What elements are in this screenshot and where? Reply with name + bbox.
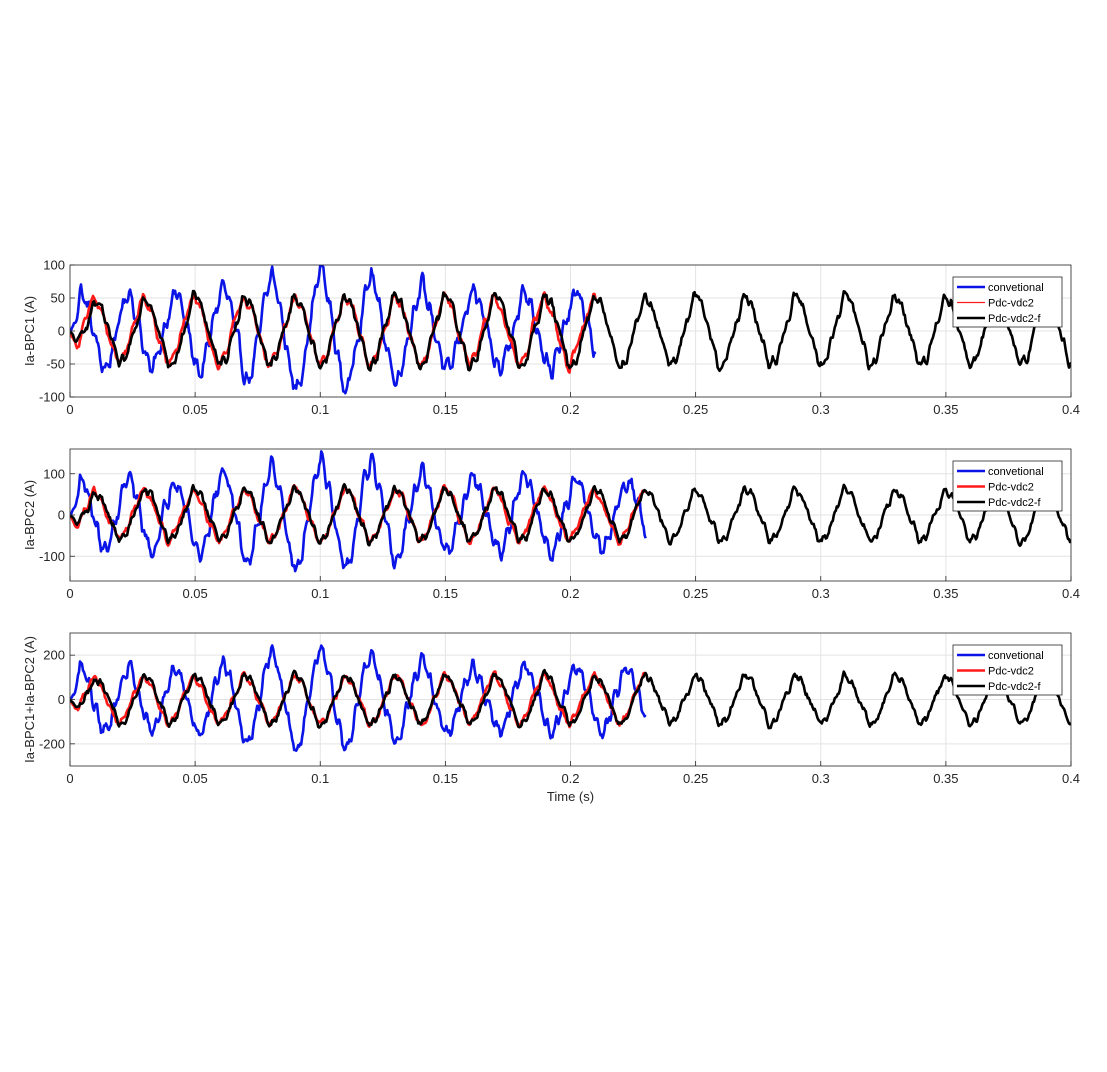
series-group: [70, 644, 1071, 752]
y-tick-label: -100: [39, 549, 65, 564]
x-tick-label: 0.15: [433, 771, 458, 786]
y-tick-label: 0: [58, 508, 65, 523]
legend: convetional Pdc-vdc2 Pdc-vdc2-f: [952, 644, 1063, 696]
x-tick-label: 0.05: [182, 771, 207, 786]
x-tick-label: 0.05: [182, 402, 207, 417]
y-tick-label: 200: [43, 648, 65, 663]
y-tick-label: -100: [39, 390, 65, 405]
x-tick-label: 0.35: [933, 771, 958, 786]
x-tick-label: 0.3: [812, 402, 830, 417]
x-tick-label: 0.25: [683, 586, 708, 601]
x-axis-label: Time (s): [547, 789, 594, 804]
series-line-pdc-vdc2-f: [70, 668, 1071, 730]
x-tick-label: 0.35: [933, 402, 958, 417]
legend-label: convetional: [988, 282, 1044, 294]
x-tick-label: 0.05: [182, 586, 207, 601]
x-tick-label: 0.25: [683, 771, 708, 786]
legend-label: Pdc-vdc2: [988, 666, 1034, 678]
x-tick-label: 0.2: [561, 586, 579, 601]
y-axis-label: Ia-BPC1 (A): [22, 296, 37, 366]
x-tick-label: 0.3: [812, 586, 830, 601]
legend-label: Pdc-vdc2-f: [988, 497, 1042, 509]
x-tick-label: 0.1: [311, 402, 329, 417]
y-tick-label: 50: [51, 291, 65, 306]
y-tick-label: -50: [46, 357, 65, 372]
x-tick-label: 0.3: [812, 771, 830, 786]
x-tick-label: 0: [66, 771, 73, 786]
y-tick-label: 0: [58, 692, 65, 707]
x-tick-label: 0.35: [933, 586, 958, 601]
x-tick-label: 0.2: [561, 402, 579, 417]
x-tick-label: 0.4: [1062, 586, 1080, 601]
y-tick-label: 0: [58, 324, 65, 339]
x-tick-label: 0.4: [1062, 771, 1080, 786]
y-tick-label: 100: [43, 466, 65, 481]
y-axis-label: Ia-BPC2 (A): [22, 480, 37, 550]
y-axis-label: Ia-BPC1+Ia-BPC2 (A): [22, 636, 37, 763]
subplot-3: 0 0.05 0.1 0.15 0.2 0.25 0.3 0.35 0.4 200 0 -200Ia-…: [22, 632, 1080, 804]
legend-label: Pdc-vdc2-f: [988, 313, 1042, 325]
x-tick-label: 0.15: [433, 586, 458, 601]
legend-label: Pdc-vdc2: [988, 298, 1034, 310]
series-line-convetional: [70, 644, 647, 752]
x-tick-label: 0.25: [683, 402, 708, 417]
x-tick-label: 0: [66, 586, 73, 601]
subplot-1: 0 0.05 0.1 0.15 0.2 0.25 0.3 0.35 0.4 100 50 0 -50 -1…: [22, 258, 1080, 418]
x-tick-label: 0.15: [433, 402, 458, 417]
series-line-pdc-vdc2-f: [70, 289, 1071, 373]
series-line-pdc-vdc2-f: [70, 483, 1071, 547]
legend: convetional Pdc-vdc2 Pdc-vdc2-f: [952, 460, 1063, 512]
legend-label: Pdc-vdc2-f: [988, 681, 1042, 693]
series-group: [70, 265, 1071, 395]
legend-label: Pdc-vdc2: [988, 482, 1034, 494]
series-line-convetional: [70, 265, 597, 395]
y-tick-label: -200: [39, 736, 65, 751]
series-group: [70, 450, 1071, 573]
series-line-convetional: [70, 450, 647, 573]
legend: convetional Pdc-vdc2 Pdc-vdc2-f: [952, 276, 1063, 328]
subplot-2: 0 0.05 0.1 0.15 0.2 0.25 0.3 0.35 0.4 100 0 -100Ia-…: [22, 448, 1080, 601]
legend-label: convetional: [988, 466, 1044, 478]
x-tick-label: 0: [66, 402, 73, 417]
x-tick-label: 0.1: [311, 586, 329, 601]
x-tick-label: 0.1: [311, 771, 329, 786]
legend-label: convetional: [988, 650, 1044, 662]
y-tick-label: 100: [43, 258, 65, 273]
x-tick-label: 0.4: [1062, 402, 1080, 417]
x-tick-label: 0.2: [561, 771, 579, 786]
